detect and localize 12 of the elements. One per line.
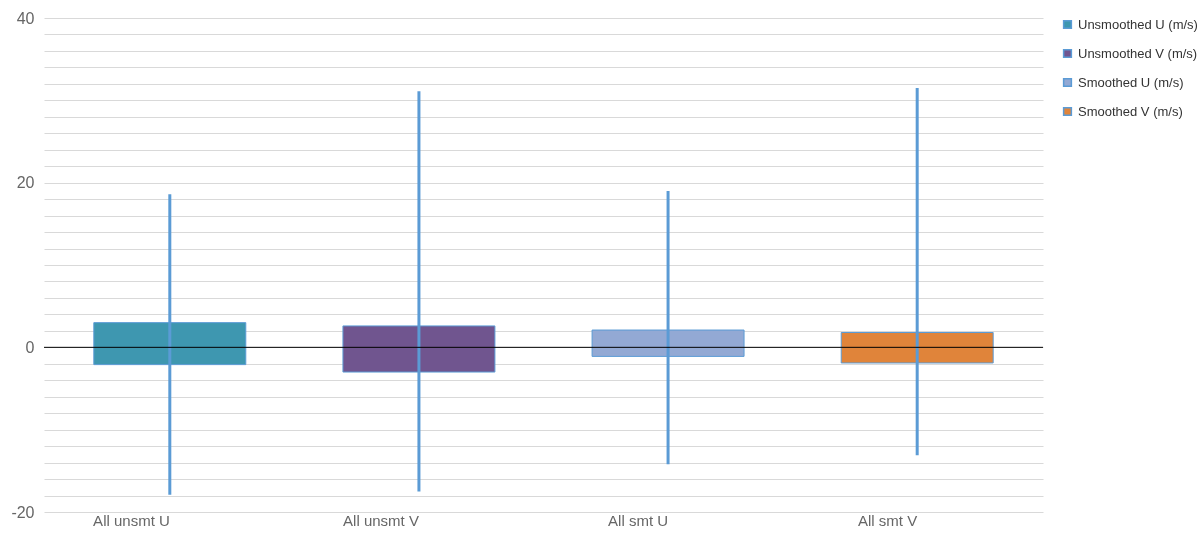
legend-label: Smoothed V (m/s) [1078,103,1183,119]
x-tick-label: All smt V [858,511,918,529]
x-tick-label: All unsmt V [343,511,419,529]
legend-label: Smoothed U (m/s) [1078,74,1184,90]
legend-label: Unsmoothed V (m/s) [1078,45,1198,61]
x-tick-label: All unsmt U [93,511,170,529]
x-tick-label: All smt U [608,511,669,529]
y-tick-label: 40 [16,9,35,27]
y-tick-label: 0 [25,338,35,356]
legend-label: Unsmoothed U (m/s) [1078,16,1198,32]
y-tick-label: 20 [16,174,35,192]
y-tick-label: -20 [11,503,35,521]
